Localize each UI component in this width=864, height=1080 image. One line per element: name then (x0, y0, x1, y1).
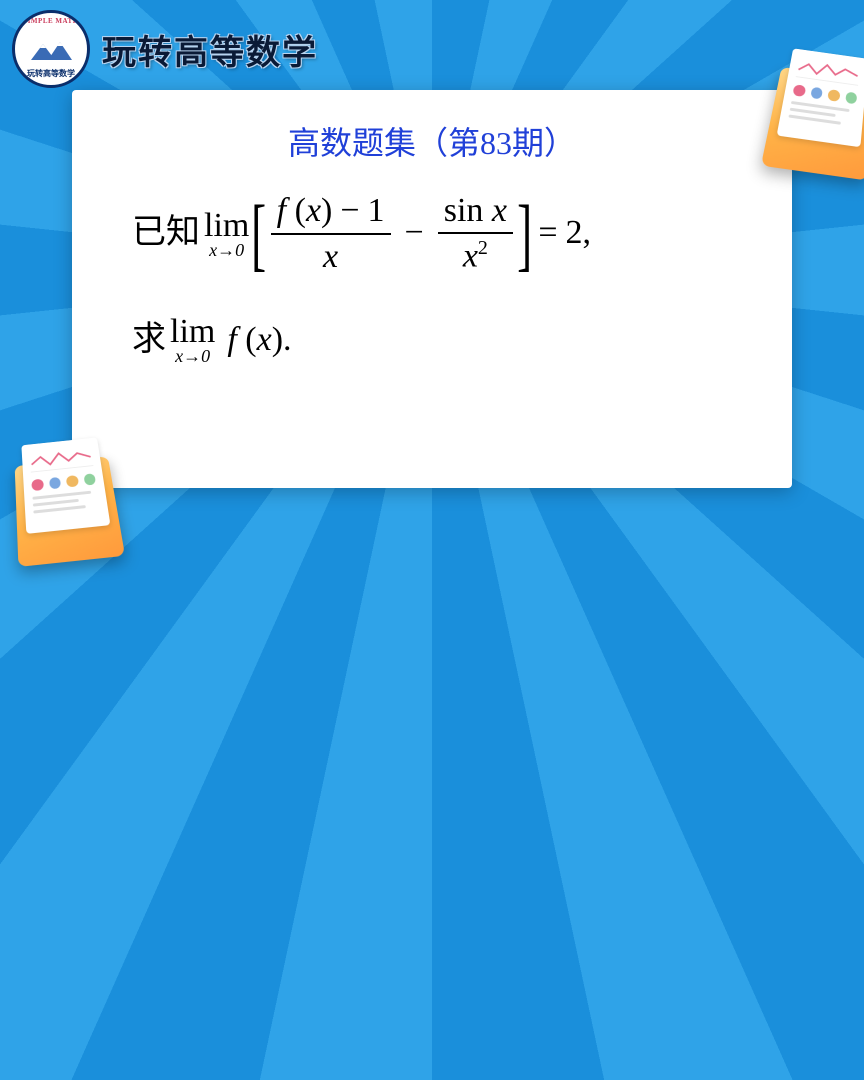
lim-label: lim (204, 209, 249, 243)
clipboard-icon-bottom-left (4, 427, 127, 568)
result-function: f (x) (227, 320, 283, 361)
lim-subscript-2: x→0 (175, 347, 210, 365)
math-line-find: 求 lim x→0 f (x) . (132, 315, 752, 365)
comma: , (583, 213, 592, 254)
channel-logo: SIMPLE MATH 玩转高等数学 (12, 10, 90, 88)
frac2-denominator: x2 (457, 237, 494, 275)
equals-sign: = (538, 213, 557, 254)
clipboard-icon-top-right (759, 37, 864, 181)
logo-mountain-icon (26, 40, 76, 60)
problem-card: 高数题集（第83期） 已知 lim x→0 [ f (x)−1 x − (72, 90, 792, 488)
limit-operator-2: lim x→0 (170, 315, 215, 365)
frac1-numerator: f (x)−1 (271, 192, 391, 229)
lim-subscript: x→0 (209, 241, 244, 259)
logo-top-text: SIMPLE MATH (23, 17, 78, 25)
lim-label-2: lim (170, 315, 215, 349)
right-bracket: ] (517, 205, 532, 262)
math-line-given: 已知 lim x→0 [ f (x)−1 x − sin x (132, 192, 752, 275)
limit-operator: lim x→0 (204, 209, 249, 259)
text-given: 已知 (132, 213, 200, 254)
rhs-value: 2 (566, 213, 583, 254)
header: SIMPLE MATH 玩转高等数学 玩转高等数学 (12, 10, 318, 88)
logo-bottom-text: 玩转高等数学 (27, 68, 75, 79)
minus-operator: − (405, 213, 424, 254)
frac1-bar (271, 233, 391, 235)
channel-title: 玩转高等数学 (102, 25, 318, 74)
text-find: 求 (132, 320, 166, 361)
fraction-1: f (x)−1 x (271, 192, 391, 275)
card-title: 高数题集（第83期） (112, 118, 752, 164)
frac1-denominator: x (317, 238, 344, 275)
frac2-numerator: sin x (438, 192, 513, 229)
fraction-2: sin x x2 (438, 192, 513, 275)
left-bracket: [ (251, 205, 266, 262)
math-content: 已知 lim x→0 [ f (x)−1 x − sin x (112, 192, 752, 365)
frac2-bar (438, 232, 513, 234)
period: . (283, 320, 292, 361)
